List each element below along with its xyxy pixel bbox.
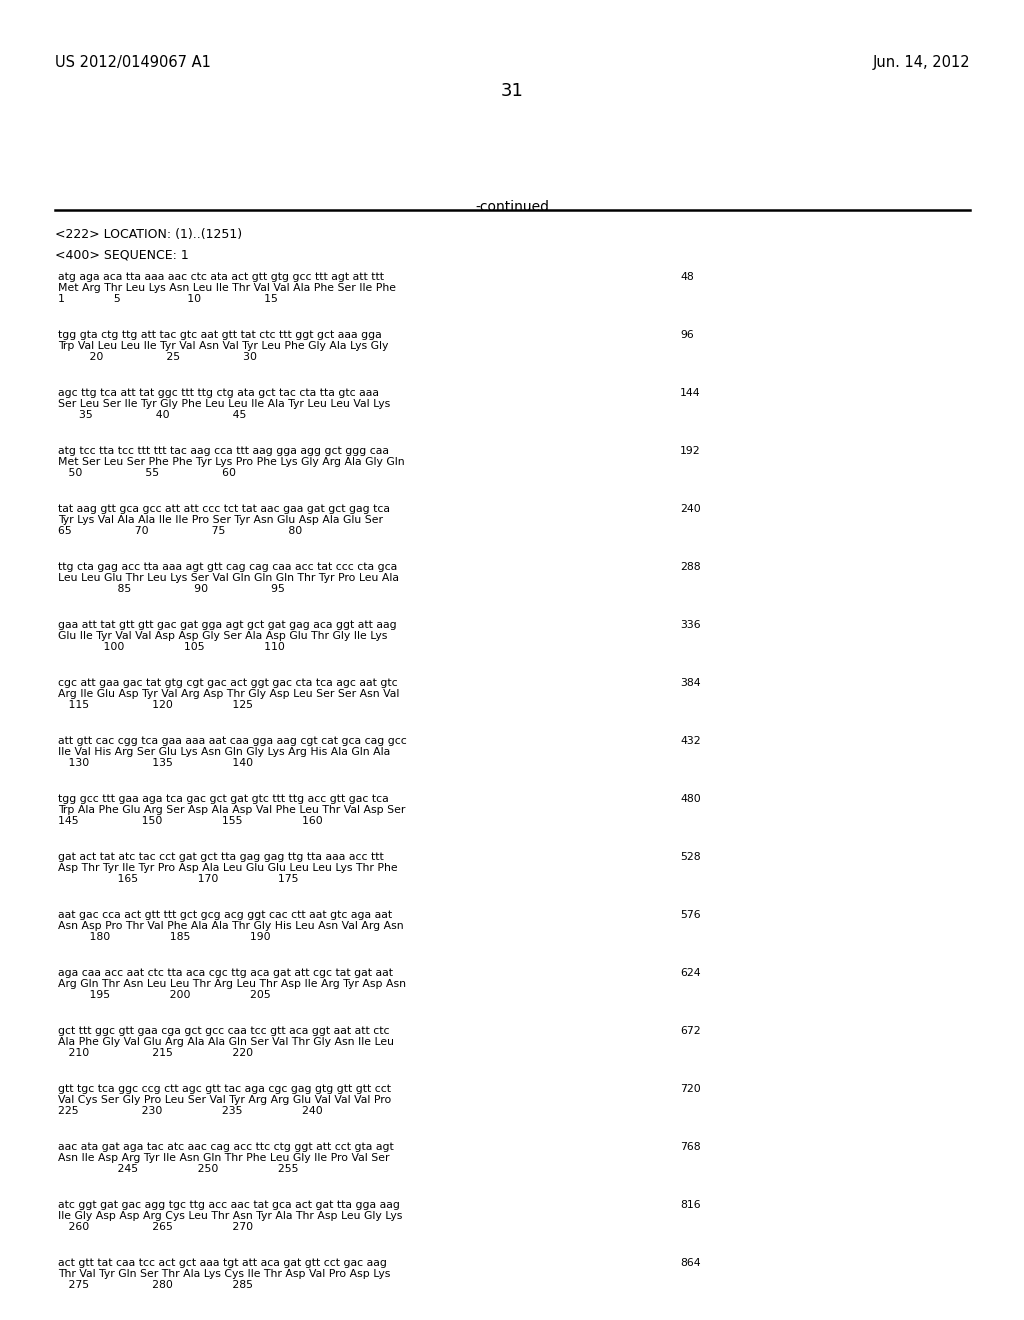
Text: US 2012/0149067 A1: US 2012/0149067 A1 <box>55 55 211 70</box>
Text: 480: 480 <box>680 795 700 804</box>
Text: 100                 105                 110: 100 105 110 <box>58 642 285 652</box>
Text: 50                  55                  60: 50 55 60 <box>58 469 236 478</box>
Text: 672: 672 <box>680 1026 700 1036</box>
Text: 336: 336 <box>680 620 700 630</box>
Text: 130                  135                 140: 130 135 140 <box>58 758 253 768</box>
Text: 225                  230                 235                 240: 225 230 235 240 <box>58 1106 323 1115</box>
Text: Asn Ile Asp Arg Tyr Ile Asn Gln Thr Phe Leu Gly Ile Pro Val Ser: Asn Ile Asp Arg Tyr Ile Asn Gln Thr Phe … <box>58 1152 389 1163</box>
Text: -continued: -continued <box>475 201 549 214</box>
Text: aat gac cca act gtt ttt gct gcg acg ggt cac ctt aat gtc aga aat: aat gac cca act gtt ttt gct gcg acg ggt … <box>58 909 392 920</box>
Text: 245                 250                 255: 245 250 255 <box>58 1164 299 1173</box>
Text: 720: 720 <box>680 1084 700 1094</box>
Text: 35                  40                  45: 35 40 45 <box>58 411 247 420</box>
Text: gct ttt ggc gtt gaa cga gct gcc caa tcc gtt aca ggt aat att ctc: gct ttt ggc gtt gaa cga gct gcc caa tcc … <box>58 1026 389 1036</box>
Text: <400> SEQUENCE: 1: <400> SEQUENCE: 1 <box>55 248 188 261</box>
Text: Trp Ala Phe Glu Arg Ser Asp Ala Asp Val Phe Leu Thr Val Asp Ser: Trp Ala Phe Glu Arg Ser Asp Ala Asp Val … <box>58 805 406 814</box>
Text: tgg gcc ttt gaa aga tca gac gct gat gtc ttt ttg acc gtt gac tca: tgg gcc ttt gaa aga tca gac gct gat gtc … <box>58 795 389 804</box>
Text: 31: 31 <box>501 82 523 100</box>
Text: 260                  265                 270: 260 265 270 <box>58 1222 253 1232</box>
Text: 240: 240 <box>680 504 700 513</box>
Text: cgc att gaa gac tat gtg cgt gac act ggt gac cta tca agc aat gtc: cgc att gaa gac tat gtg cgt gac act ggt … <box>58 678 397 688</box>
Text: ttg cta gag acc tta aaa agt gtt cag cag caa acc tat ccc cta gca: ttg cta gag acc tta aaa agt gtt cag cag … <box>58 562 397 572</box>
Text: agc ttg tca att tat ggc ttt ttg ctg ata gct tac cta tta gtc aaa: agc ttg tca att tat ggc ttt ttg ctg ata … <box>58 388 379 399</box>
Text: 210                  215                 220: 210 215 220 <box>58 1048 253 1059</box>
Text: 624: 624 <box>680 968 700 978</box>
Text: 20                  25                  30: 20 25 30 <box>58 352 257 362</box>
Text: 432: 432 <box>680 737 700 746</box>
Text: att gtt cac cgg tca gaa aaa aat caa gga aag cgt cat gca cag gcc: att gtt cac cgg tca gaa aaa aat caa gga … <box>58 737 407 746</box>
Text: Ser Leu Ser Ile Tyr Gly Phe Leu Leu Ile Ala Tyr Leu Leu Val Lys: Ser Leu Ser Ile Tyr Gly Phe Leu Leu Ile … <box>58 399 390 409</box>
Text: tgg gta ctg ttg att tac gtc aat gtt tat ctc ttt ggt gct aaa gga: tgg gta ctg ttg att tac gtc aat gtt tat … <box>58 330 382 341</box>
Text: tat aag gtt gca gcc att att ccc tct tat aac gaa gat gct gag tca: tat aag gtt gca gcc att att ccc tct tat … <box>58 504 390 513</box>
Text: 180                 185                 190: 180 185 190 <box>58 932 270 942</box>
Text: 1              5                   10                  15: 1 5 10 15 <box>58 294 278 304</box>
Text: <222> LOCATION: (1)..(1251): <222> LOCATION: (1)..(1251) <box>55 228 242 242</box>
Text: Ile Gly Asp Asp Arg Cys Leu Thr Asn Tyr Ala Thr Asp Leu Gly Lys: Ile Gly Asp Asp Arg Cys Leu Thr Asn Tyr … <box>58 1210 402 1221</box>
Text: 576: 576 <box>680 909 700 920</box>
Text: 145                  150                 155                 160: 145 150 155 160 <box>58 816 323 826</box>
Text: act gtt tat caa tcc act gct aaa tgt att aca gat gtt cct gac aag: act gtt tat caa tcc act gct aaa tgt att … <box>58 1258 387 1269</box>
Text: Thr Val Tyr Gln Ser Thr Ala Lys Cys Ile Thr Asp Val Pro Asp Lys: Thr Val Tyr Gln Ser Thr Ala Lys Cys Ile … <box>58 1269 390 1279</box>
Text: 195                 200                 205: 195 200 205 <box>58 990 270 1001</box>
Text: Arg Gln Thr Asn Leu Leu Thr Arg Leu Thr Asp Ile Arg Tyr Asp Asn: Arg Gln Thr Asn Leu Leu Thr Arg Leu Thr … <box>58 979 406 989</box>
Text: 384: 384 <box>680 678 700 688</box>
Text: aac ata gat aga tac atc aac cag acc ttc ctg ggt att cct gta agt: aac ata gat aga tac atc aac cag acc ttc … <box>58 1142 394 1152</box>
Text: 85                  90                  95: 85 90 95 <box>58 583 285 594</box>
Text: Leu Leu Glu Thr Leu Lys Ser Val Gln Gln Gln Thr Tyr Pro Leu Ala: Leu Leu Glu Thr Leu Lys Ser Val Gln Gln … <box>58 573 399 583</box>
Text: Asn Asp Pro Thr Val Phe Ala Ala Thr Gly His Leu Asn Val Arg Asn: Asn Asp Pro Thr Val Phe Ala Ala Thr Gly … <box>58 921 403 931</box>
Text: gtt tgc tca ggc ccg ctt agc gtt tac aga cgc gag gtg gtt gtt cct: gtt tgc tca ggc ccg ctt agc gtt tac aga … <box>58 1084 391 1094</box>
Text: 816: 816 <box>680 1200 700 1210</box>
Text: atg aga aca tta aaa aac ctc ata act gtt gtg gcc ttt agt att ttt: atg aga aca tta aaa aac ctc ata act gtt … <box>58 272 384 282</box>
Text: 192: 192 <box>680 446 700 455</box>
Text: Ile Val His Arg Ser Glu Lys Asn Gln Gly Lys Arg His Ala Gln Ala: Ile Val His Arg Ser Glu Lys Asn Gln Gly … <box>58 747 390 756</box>
Text: 144: 144 <box>680 388 700 399</box>
Text: gat act tat atc tac cct gat gct tta gag gag ttg tta aaa acc ttt: gat act tat atc tac cct gat gct tta gag … <box>58 851 384 862</box>
Text: Val Cys Ser Gly Pro Leu Ser Val Tyr Arg Arg Glu Val Val Val Pro: Val Cys Ser Gly Pro Leu Ser Val Tyr Arg … <box>58 1096 391 1105</box>
Text: Arg Ile Glu Asp Tyr Val Arg Asp Thr Gly Asp Leu Ser Ser Asn Val: Arg Ile Glu Asp Tyr Val Arg Asp Thr Gly … <box>58 689 399 700</box>
Text: 275                  280                 285: 275 280 285 <box>58 1280 253 1290</box>
Text: Trp Val Leu Leu Ile Tyr Val Asn Val Tyr Leu Phe Gly Ala Lys Gly: Trp Val Leu Leu Ile Tyr Val Asn Val Tyr … <box>58 341 388 351</box>
Text: 768: 768 <box>680 1142 700 1152</box>
Text: atc ggt gat gac agg tgc ttg acc aac tat gca act gat tta gga aag: atc ggt gat gac agg tgc ttg acc aac tat … <box>58 1200 400 1210</box>
Text: 65                  70                  75                  80: 65 70 75 80 <box>58 525 302 536</box>
Text: 48: 48 <box>680 272 693 282</box>
Text: aga caa acc aat ctc tta aca cgc ttg aca gat att cgc tat gat aat: aga caa acc aat ctc tta aca cgc ttg aca … <box>58 968 393 978</box>
Text: Met Ser Leu Ser Phe Phe Tyr Lys Pro Phe Lys Gly Arg Ala Gly Gln: Met Ser Leu Ser Phe Phe Tyr Lys Pro Phe … <box>58 457 404 467</box>
Text: gaa att tat gtt gtt gac gat gga agt gct gat gag aca ggt att aag: gaa att tat gtt gtt gac gat gga agt gct … <box>58 620 396 630</box>
Text: Asp Thr Tyr Ile Tyr Pro Asp Ala Leu Glu Glu Leu Leu Lys Thr Phe: Asp Thr Tyr Ile Tyr Pro Asp Ala Leu Glu … <box>58 863 397 873</box>
Text: 115                  120                 125: 115 120 125 <box>58 700 253 710</box>
Text: 528: 528 <box>680 851 700 862</box>
Text: 165                 170                 175: 165 170 175 <box>58 874 299 884</box>
Text: Met Arg Thr Leu Lys Asn Leu Ile Thr Val Val Ala Phe Ser Ile Phe: Met Arg Thr Leu Lys Asn Leu Ile Thr Val … <box>58 282 396 293</box>
Text: 864: 864 <box>680 1258 700 1269</box>
Text: Ala Phe Gly Val Glu Arg Ala Ala Gln Ser Val Thr Gly Asn Ile Leu: Ala Phe Gly Val Glu Arg Ala Ala Gln Ser … <box>58 1038 394 1047</box>
Text: Jun. 14, 2012: Jun. 14, 2012 <box>872 55 970 70</box>
Text: Tyr Lys Val Ala Ala Ile Ile Pro Ser Tyr Asn Glu Asp Ala Glu Ser: Tyr Lys Val Ala Ala Ile Ile Pro Ser Tyr … <box>58 515 383 525</box>
Text: 96: 96 <box>680 330 693 341</box>
Text: atg tcc tta tcc ttt ttt tac aag cca ttt aag gga agg gct ggg caa: atg tcc tta tcc ttt ttt tac aag cca ttt … <box>58 446 389 455</box>
Text: Glu Ile Tyr Val Val Asp Asp Gly Ser Ala Asp Glu Thr Gly Ile Lys: Glu Ile Tyr Val Val Asp Asp Gly Ser Ala … <box>58 631 387 642</box>
Text: 288: 288 <box>680 562 700 572</box>
